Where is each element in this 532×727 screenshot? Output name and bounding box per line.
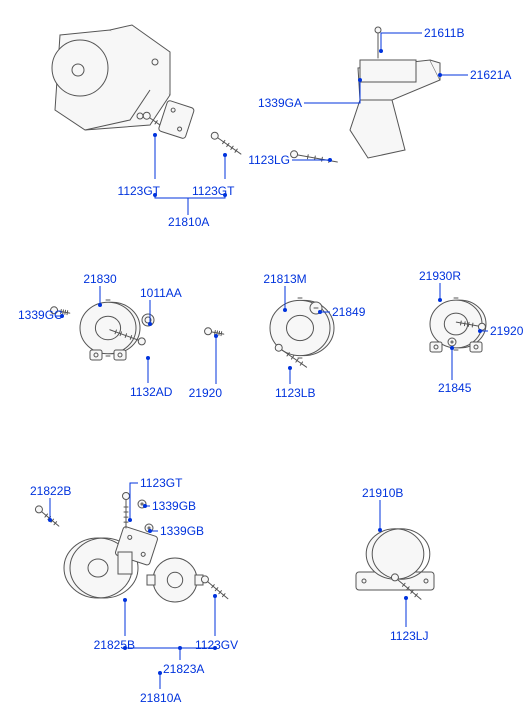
- part-label-1339GA[interactable]: 1339GA: [258, 96, 302, 110]
- part-label-1123GT_c[interactable]: 1123GT: [140, 476, 183, 490]
- part-label-21813M[interactable]: 21813M: [263, 272, 306, 286]
- part-label-21930R[interactable]: 21930R: [419, 269, 461, 283]
- part-label-21849[interactable]: 21849: [332, 305, 366, 319]
- part-label-21810A_top[interactable]: 21810A: [168, 215, 209, 229]
- part-label-21825B[interactable]: 21825B: [94, 638, 135, 652]
- part-label-1123LG[interactable]: 1123LG: [248, 153, 290, 167]
- part-label-21611B[interactable]: 21611B: [424, 26, 464, 40]
- part-label-21823A[interactable]: 21823A: [163, 662, 204, 676]
- part-label-21822B[interactable]: 21822B: [30, 484, 71, 498]
- part-label-1123GV[interactable]: 1123GV: [195, 638, 238, 652]
- part-label-21810A_bot[interactable]: 21810A: [140, 691, 181, 705]
- part-label-21910B[interactable]: 21910B: [362, 486, 403, 500]
- part-label-1123LB[interactable]: 1123LB: [275, 386, 315, 400]
- part-label-21845[interactable]: 21845: [438, 381, 472, 395]
- part-label-1339GB_a[interactable]: 1339GB: [152, 499, 196, 513]
- artwork-layer: [35, 25, 486, 602]
- part-label-1011AA[interactable]: 1011AA: [140, 286, 182, 300]
- part-label-21621A[interactable]: 21621A: [470, 68, 511, 82]
- part-label-21830[interactable]: 21830: [83, 272, 117, 286]
- part-label-1132AD[interactable]: 1132AD: [130, 385, 173, 399]
- part-label-21920_l[interactable]: 21920: [189, 386, 223, 400]
- part-label-1123LJ[interactable]: 1123LJ: [390, 629, 428, 643]
- part-label-1339GB_b[interactable]: 1339GB: [160, 524, 204, 538]
- parts-diagram: 21611B 21621A 1339GA 1123LG 1123GT 1123GT 2181…: [0, 0, 532, 727]
- part-label-1123GT_b[interactable]: 1123GT: [192, 184, 235, 198]
- part-label-1339GC[interactable]: 1339GC: [18, 308, 63, 322]
- part-label-21920_r[interactable]: 21920: [490, 324, 524, 338]
